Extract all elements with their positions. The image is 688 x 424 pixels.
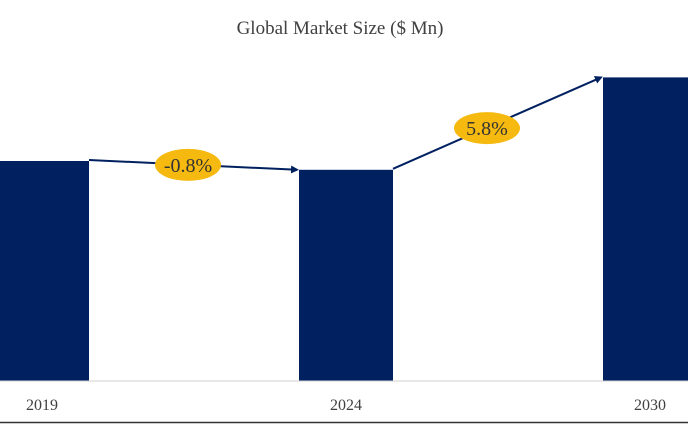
x-tick-label: 2030 bbox=[634, 397, 666, 414]
chart-title: Global Market Size ($ Mn) bbox=[237, 18, 444, 39]
bar-2019 bbox=[0, 161, 89, 381]
cagr-label: -0.8% bbox=[164, 155, 212, 177]
x-tick-label: 2024 bbox=[330, 397, 362, 414]
bar-2024 bbox=[299, 169, 393, 381]
bar-2030 bbox=[603, 77, 688, 382]
cagr-badge bbox=[155, 148, 221, 181]
cagr-label: 5.8% bbox=[466, 118, 508, 140]
x-tick-label: 2019 bbox=[26, 397, 58, 414]
cagr-badge bbox=[454, 112, 520, 145]
